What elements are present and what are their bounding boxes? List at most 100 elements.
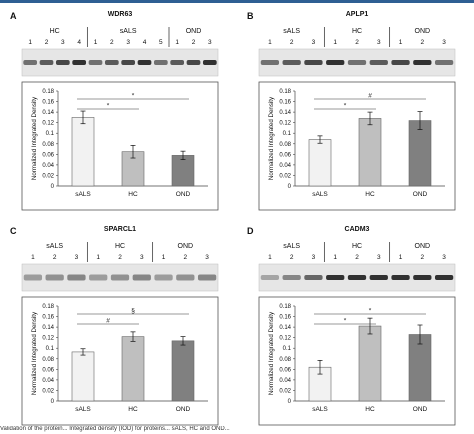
significance-symbol: * (369, 308, 372, 315)
blot-group-label: sALS (283, 28, 300, 35)
y-tick-label: 0 (288, 184, 292, 190)
x-tick-label: HC (365, 191, 375, 198)
significance-symbol: * (344, 103, 347, 110)
lane-number: 1 (399, 254, 403, 261)
chart-frame (258, 296, 456, 426)
blot-band (55, 60, 70, 65)
lane-number: 1 (94, 39, 98, 46)
blot-band (434, 60, 454, 65)
lane-number: 3 (312, 39, 316, 46)
lane-number: 2 (355, 254, 359, 261)
lane-number: 3 (377, 254, 381, 261)
y-tick-label: 0.04 (42, 163, 54, 169)
blot-band (282, 275, 301, 280)
blot-band (391, 60, 410, 65)
lane-number: 5 (159, 39, 163, 46)
blot-band (89, 274, 108, 281)
blot-group-label: HC (352, 28, 362, 35)
x-tick-label: sALS (312, 406, 328, 413)
y-tick-label: 0.1 (283, 131, 292, 137)
panel-figure: HC 1 2 3 4 sALS 1 2 3 4 5 OND 1 2 3 0 0.02 0.04 0.06 0.08 0.… (21, 27, 219, 211)
lane-number: 3 (75, 254, 79, 261)
blot-band (39, 60, 54, 65)
bar-hc (358, 325, 382, 402)
panel-d: D CADM3 sALS 1 2 3 HC 1 2 3 OND 1 2 3 0 0.02 0.04 0.06 0… (237, 215, 474, 430)
y-tick-label: 0.04 (279, 378, 291, 384)
panel-title: WDR63 (107, 11, 133, 18)
y-axis-title: Normalized Integrated Density (268, 311, 275, 395)
blot-group-label: HC (352, 243, 362, 250)
x-tick-label: HC (365, 406, 375, 413)
lane-number: 1 (268, 254, 272, 261)
y-tick-label: 0.14 (279, 110, 291, 116)
lane-number: 3 (442, 254, 446, 261)
lane-number: 1 (333, 39, 337, 46)
blot-group-label: sALS (46, 243, 63, 250)
bar-sals (308, 139, 332, 187)
lane-number: 2 (421, 254, 425, 261)
blot-band (45, 274, 64, 281)
y-tick-label: 0.16 (42, 315, 54, 321)
y-tick-label: 0.18 (42, 304, 54, 310)
blot-band (326, 60, 345, 65)
lane-number: 2 (110, 39, 114, 46)
x-tick-label: sALS (75, 406, 91, 413)
blot-band (413, 275, 432, 280)
significance-symbol: * (344, 318, 347, 325)
y-tick-label: 0.12 (279, 121, 291, 127)
y-axis-title: Normalized Integrated Density (31, 96, 38, 180)
panel-letter: C (10, 226, 17, 236)
y-tick-label: 0.06 (279, 152, 291, 158)
panel-title: CADM3 (344, 226, 370, 233)
panel-figure: sALS 1 2 3 HC 1 2 3 OND 1 2 3 0 0.02 0.04 0.06 0.08 0.1 0.… (21, 242, 219, 426)
blot-band (369, 275, 388, 280)
y-tick-label: 0.12 (42, 121, 54, 127)
panel-letter: A (10, 11, 17, 21)
y-tick-label: 0.1 (46, 131, 55, 137)
panel-a: A WDR63 HC 1 2 3 4 sALS 1 2 3 4 5 OND 1 2 3 0 0.02 0.04 0.… (0, 0, 237, 215)
blot-group-label: HC (115, 243, 125, 250)
y-tick-label: 0.04 (279, 163, 291, 169)
y-tick-label: 0.18 (279, 304, 291, 310)
blot-band (176, 274, 195, 281)
panel-title: APLP1 (345, 11, 369, 18)
blot-band (186, 60, 201, 65)
bar-ond (408, 120, 432, 187)
lane-number: 4 (143, 39, 147, 46)
lane-number: 3 (377, 39, 381, 46)
bar-ond (171, 155, 195, 187)
y-tick-label: 0 (51, 184, 55, 190)
blot-band (67, 274, 86, 281)
blot-band (326, 275, 345, 280)
lane-number: 3 (61, 39, 65, 46)
blot-band (88, 60, 103, 65)
x-tick-label: HC (128, 406, 138, 413)
top-accent-bar (0, 0, 474, 3)
panel-figure: sALS 1 2 3 HC 1 2 3 OND 1 2 3 0 0.02 0.04 0.06 0.08 0.1 0.… (258, 242, 456, 426)
bar-ond (408, 334, 432, 402)
y-tick-label: 0.06 (279, 367, 291, 373)
x-tick-label: HC (128, 191, 138, 198)
blot-group-label: OND (178, 243, 194, 250)
significance-symbol: # (106, 318, 110, 325)
blot-group-label: sALS (120, 28, 137, 35)
y-tick-label: 0.02 (279, 173, 291, 179)
blot-band (347, 275, 367, 280)
significance-symbol: # (368, 93, 372, 100)
y-tick-label: 0.16 (42, 100, 54, 106)
blot-band (391, 275, 410, 280)
blot-band (72, 60, 87, 65)
x-tick-label: sALS (312, 191, 328, 198)
blot-band (197, 274, 217, 281)
blot-band (153, 60, 168, 65)
significance-symbol: * (107, 103, 110, 110)
bar-sals (71, 117, 95, 187)
blot-band (434, 275, 454, 280)
lane-number: 2 (192, 39, 196, 46)
lane-number: 2 (290, 254, 294, 261)
lane-number: 2 (118, 254, 122, 261)
x-tick-label: sALS (75, 191, 91, 198)
bar-ond (171, 340, 195, 402)
y-tick-label: 0.02 (42, 388, 54, 394)
y-tick-label: 0.18 (42, 89, 54, 95)
